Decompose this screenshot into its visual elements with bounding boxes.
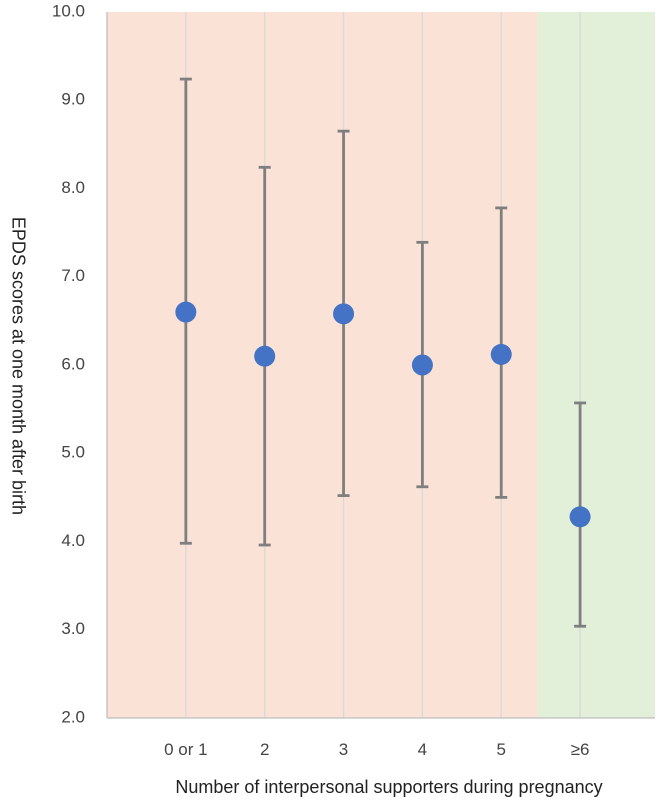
x-tick-label: 0 or 1 [164, 740, 207, 759]
y-tick-label: 6.0 [61, 354, 85, 373]
y-tick-label: 9.0 [61, 90, 85, 109]
y-tick-label: 2.0 [61, 707, 85, 726]
data-point [333, 303, 355, 325]
x-tick-label: 5 [497, 740, 506, 759]
y-tick-label: 3.0 [61, 619, 85, 638]
x-tick-label: 4 [418, 740, 427, 759]
x-tick-label: 3 [339, 740, 348, 759]
background-region-high-support [537, 12, 655, 718]
background-regions [107, 12, 655, 718]
data-point [569, 506, 591, 528]
data-point [490, 343, 512, 365]
y-tick-label: 10.0 [52, 1, 85, 20]
y-tick-label: 8.0 [61, 178, 85, 197]
x-axis-title: Number of interpersonal supporters durin… [175, 777, 602, 797]
background-region-low-support [107, 12, 538, 718]
x-tick-label: ≥6 [571, 740, 590, 759]
y-tick-label: 5.0 [61, 443, 85, 462]
data-points [175, 301, 591, 528]
y-tick-label: 4.0 [61, 531, 85, 550]
y-tick-label: 7.0 [61, 266, 85, 285]
y-axis-title: EPDS scores at one month after birth [8, 217, 28, 515]
data-point [254, 345, 276, 367]
tick-labels: 2.0 3.0 4.0 5.0 6.0 7.0 8.0 9.0 10.0 0 or 1 2 3 4 5 ≥6 [52, 1, 590, 759]
x-tick-label: 2 [260, 740, 269, 759]
axes [106, 12, 655, 719]
data-point [175, 301, 197, 323]
data-point [411, 354, 433, 376]
